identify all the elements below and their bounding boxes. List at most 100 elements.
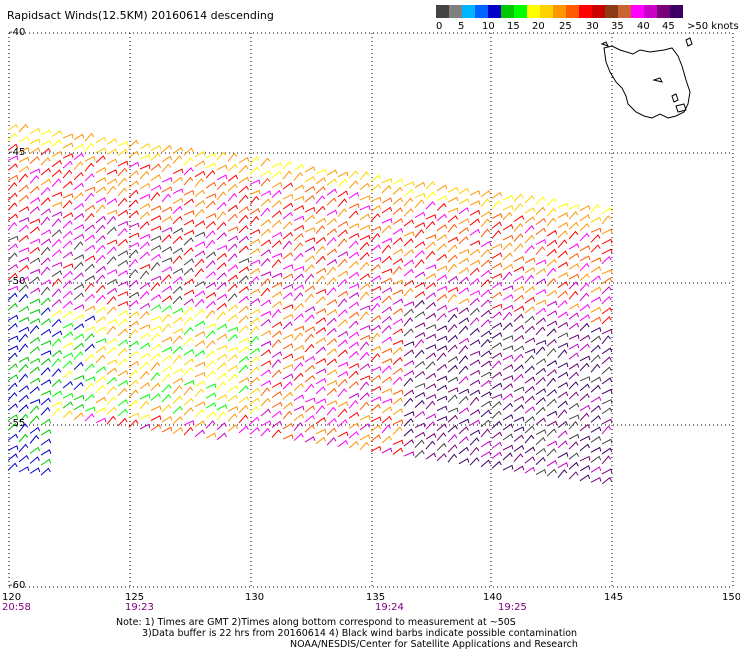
wind-barb (568, 303, 580, 310)
wind-barb (469, 200, 481, 206)
wind-barb (524, 385, 535, 394)
wind-barb (150, 282, 161, 291)
wind-barb (381, 206, 393, 214)
wind-barb (238, 305, 249, 314)
wind-barb (326, 338, 337, 346)
wind-barb (271, 308, 282, 318)
wind-barb (546, 338, 557, 347)
wind-barb (513, 193, 524, 202)
wind-barb (29, 287, 41, 294)
wind-barb (238, 286, 250, 294)
wind-barb (458, 227, 470, 235)
wind-barb (172, 255, 183, 264)
wind-barb (227, 304, 238, 312)
wind-barb (392, 186, 403, 195)
wind-barb (293, 394, 305, 402)
wind-barb (403, 370, 415, 377)
wind-barb (194, 178, 205, 188)
wind-barb (117, 148, 128, 157)
wind-barb (359, 311, 370, 321)
wind-barb (348, 301, 360, 309)
wind-barb (403, 249, 415, 257)
wind-barb (414, 299, 425, 308)
wind-barb (502, 322, 513, 331)
wind-barb (546, 460, 558, 467)
wind-barb (304, 436, 316, 443)
wind-barb (502, 464, 514, 471)
wind-barb (183, 278, 195, 286)
wind-barb (161, 177, 173, 183)
time-label: 19:23 (125, 602, 154, 613)
wind-barb (403, 308, 414, 317)
wind-barb (425, 250, 436, 260)
wind-barb (436, 265, 448, 272)
wind-barb (414, 281, 426, 289)
wind-barb (40, 357, 51, 366)
wind-barb (392, 289, 404, 295)
legend-tick: 40 (637, 21, 650, 32)
wind-barb (469, 379, 481, 386)
wind-barb (447, 207, 459, 213)
wind-barb (249, 228, 261, 235)
wind-barb (62, 153, 74, 159)
wind-barb (480, 330, 492, 338)
wind-barb (469, 228, 481, 236)
wind-barb (216, 293, 228, 301)
wind-barb (590, 396, 602, 403)
time-label: 19:24 (375, 602, 404, 613)
wind-barb (601, 398, 613, 405)
wind-barb (282, 211, 293, 220)
wind-barb (139, 270, 150, 280)
wind-barb (447, 407, 459, 413)
wind-barb (381, 268, 393, 274)
wind-barb (238, 164, 249, 174)
wind-barb (271, 219, 282, 228)
wind-barb (568, 204, 580, 210)
wind-barb (293, 413, 304, 421)
wind-barb (579, 245, 591, 252)
wind-barb (18, 373, 29, 383)
wind-barb (304, 375, 315, 383)
wind-barb (216, 362, 227, 371)
wind-barb (304, 293, 315, 303)
wind-barb (194, 268, 205, 278)
wind-barb (337, 349, 348, 358)
wind-barb (238, 377, 250, 384)
legend-swatch (462, 5, 475, 18)
wind-barb (535, 397, 546, 405)
wind-barb (7, 414, 19, 421)
wind-barb (568, 420, 579, 430)
wind-barb (161, 193, 172, 203)
wind-barb (381, 447, 393, 454)
wind-barb (557, 342, 569, 349)
wind-barb (304, 237, 316, 243)
wind-barb (304, 176, 316, 183)
wind-barb (183, 386, 194, 396)
wind-barb (579, 314, 591, 322)
wind-barb (458, 198, 470, 205)
wind-barb (546, 207, 557, 217)
wind-barb (161, 216, 173, 223)
wind-barb (7, 345, 19, 351)
wind-barb (84, 234, 96, 242)
wind-barb (590, 405, 601, 413)
wind-barb (337, 378, 348, 388)
wind-barb (590, 446, 602, 453)
wind-barb (62, 331, 74, 339)
wind-barb (40, 246, 51, 256)
wind-barb (381, 277, 393, 284)
wind-barb (95, 354, 106, 364)
wind-barb (150, 294, 162, 301)
wind-barb (546, 277, 557, 287)
wind-barb (150, 315, 162, 321)
wind-barb (117, 358, 128, 367)
wind-barb (29, 226, 40, 234)
wind-barb (150, 261, 161, 271)
wind-barb (315, 275, 326, 285)
wind-barb (139, 324, 151, 330)
wind-barb (282, 170, 293, 180)
wind-barb (73, 374, 85, 381)
wind-barb (249, 248, 261, 255)
wind-barb (590, 326, 602, 333)
wind-barb (106, 318, 118, 325)
